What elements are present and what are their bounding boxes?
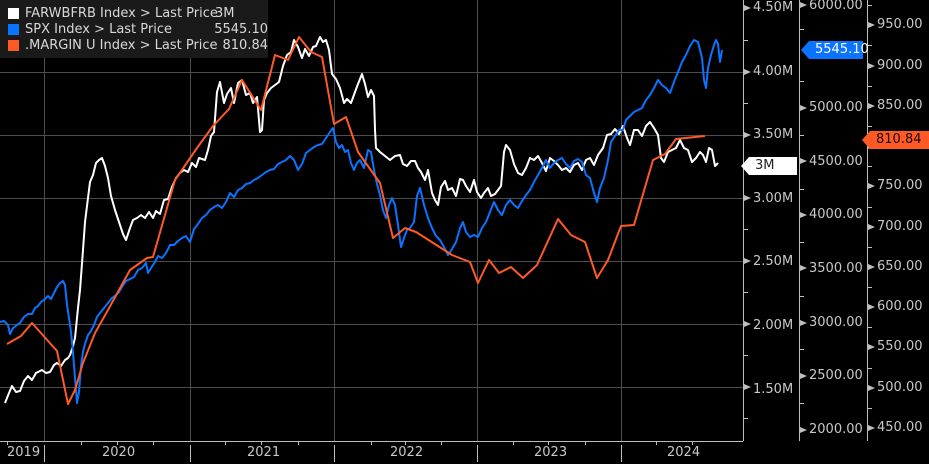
right-axis-tick: 900.00: [877, 58, 923, 73]
middle-axis-tick: 3000.00: [809, 315, 863, 330]
farwbfrb-last-value-badge: 3M: [741, 157, 797, 175]
x-axis-year: 2022: [390, 445, 424, 460]
left-axis-tick: 2.50M: [753, 254, 794, 269]
middle-axis-tick: 4500.00: [809, 154, 863, 169]
margin-last-value-badge: 810.84: [862, 131, 929, 149]
legend-item-margin[interactable]: .MARGIN U Index > Last Price 810.84: [8, 37, 268, 53]
right-axis-tick: 600.00: [877, 299, 923, 314]
legend-value: 810.84: [222, 37, 269, 53]
spx-last-value-badge: 5545.10: [801, 41, 869, 59]
legend-value: 5545.10: [214, 21, 268, 37]
grid-lines: [0, 0, 743, 441]
right-axis-tick: 550.00: [877, 339, 923, 354]
legend-item-spx[interactable]: SPX Index > Last Price 5545.10: [8, 21, 268, 37]
series-spx-line: [0, 39, 723, 404]
x-axis-year: 2024: [667, 445, 701, 460]
right-axis-tick: 750.00: [877, 178, 923, 193]
series-farwbfrb-line: [4, 36, 719, 404]
middle-axis-tick: 4000.00: [809, 207, 863, 222]
legend-label: .MARGIN U Index > Last Price: [25, 37, 218, 53]
left-axis-tick: 2.00M: [753, 318, 794, 333]
right-axis-tick: 850.00: [877, 98, 923, 113]
y-axis-lines: [743, 0, 872, 441]
left-axis-tick: 3.50M: [753, 127, 794, 142]
x-axis: [0, 441, 743, 462]
right-axis-tick: 650.00: [877, 259, 923, 274]
y-axis-major-ticks: [744, 2, 875, 433]
legend-swatch-blue-icon: [8, 23, 19, 35]
middle-axis-tick: 5000.00: [809, 100, 863, 115]
right-axis-tick: 450.00: [877, 420, 923, 435]
legend-value: 3M: [215, 5, 235, 21]
right-axis-tick: 950.00: [877, 17, 923, 32]
left-axis-tick: 1.50M: [753, 382, 794, 397]
legend-swatch-white-icon: [8, 7, 19, 19]
middle-axis-tick: 6000.00: [809, 0, 863, 13]
middle-axis-tick: 3500.00: [809, 261, 863, 276]
left-axis-tick: 4.50M: [753, 0, 794, 15]
x-axis-year: 2019: [7, 445, 41, 460]
x-axis-year: 2020: [102, 445, 136, 460]
left-axis-tick: 4.00M: [753, 64, 794, 79]
right-axis-tick: 700.00: [877, 219, 923, 234]
left-axis-tick: 3.00M: [753, 191, 794, 206]
middle-axis-tick: 2500.00: [809, 368, 863, 383]
legend-swatch-orange-icon: [8, 39, 19, 51]
x-axis-year: 2023: [534, 445, 568, 460]
legend-item-farwbfrb[interactable]: FARWBFRB Index > Last Price 3M: [8, 5, 268, 21]
right-axis-tick: 500.00: [877, 380, 923, 395]
chart-legend: FARWBFRB Index > Last Price 3M SPX Index…: [0, 0, 268, 58]
middle-axis-tick: 2000.00: [809, 422, 863, 437]
series-margin-line: [6, 36, 706, 405]
legend-label: FARWBFRB Index > Last Price: [25, 5, 218, 21]
x-axis-year: 2021: [247, 445, 281, 460]
legend-label: SPX Index > Last Price: [25, 21, 172, 37]
